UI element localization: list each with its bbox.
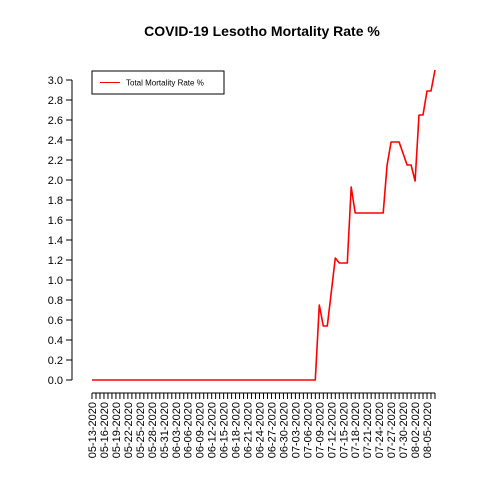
y-tick-label: 2.2 — [48, 155, 63, 167]
y-tick-label: 1.0 — [48, 275, 63, 287]
x-tick-label: 07-03-2020 — [290, 402, 302, 458]
x-tick-label: 06-21-2020 — [243, 402, 255, 458]
x-tick-label: 06-09-2020 — [195, 402, 207, 458]
x-tick-label: 07-09-2020 — [314, 402, 326, 458]
y-tick-label: 2.8 — [48, 95, 63, 107]
x-tick-label: 06-12-2020 — [207, 402, 219, 458]
y-tick-label: 0.4 — [48, 335, 63, 347]
series-layer — [92, 69, 436, 381]
x-tick-label: 07-30-2020 — [398, 402, 410, 458]
y-tick-label: 2.6 — [48, 115, 63, 127]
y-tick-label: 1.8 — [48, 195, 63, 207]
x-tick-label: 05-25-2020 — [135, 402, 147, 458]
x-tick-label: 05-31-2020 — [159, 402, 171, 458]
y-tick-label: 1.2 — [48, 255, 63, 267]
x-tick-label: 06-03-2020 — [171, 402, 183, 458]
x-tick-label: 06-15-2020 — [219, 402, 231, 458]
x-tick-label: 07-12-2020 — [326, 402, 338, 458]
y-tick-label: 1.4 — [48, 235, 63, 247]
y-axis: 0.0 0.2 0.4 0.6 0.8 1.0 1.2 1.4 1.6 1.8 2.0 2.2 2.4 2… — [48, 75, 73, 387]
x-tick-label: 05-19-2020 — [111, 402, 123, 458]
x-tick-label: 06-06-2020 — [183, 402, 195, 458]
x-tick-label: 07-06-2020 — [302, 402, 314, 458]
x-tick-label: 05-28-2020 — [147, 402, 159, 458]
x-tick-label: 06-27-2020 — [266, 402, 278, 458]
x-tick-label: 07-21-2020 — [362, 402, 374, 458]
y-tick-label: 0.2 — [48, 355, 63, 367]
x-tick-label: 06-18-2020 — [231, 402, 243, 458]
x-tick-label: 05-16-2020 — [99, 402, 111, 458]
x-tick-label: 07-18-2020 — [350, 402, 362, 458]
x-tick-label: 08-05-2020 — [422, 402, 434, 458]
x-tick-label: 07-24-2020 — [374, 402, 386, 458]
series-line-total-mortality-rate — [92, 69, 436, 381]
x-tick-label: 06-24-2020 — [255, 402, 267, 458]
x-tick-label: 08-02-2020 — [410, 402, 422, 458]
legend: Total Mortality Rate % — [91, 70, 225, 95]
y-tick-label: 2.4 — [48, 135, 63, 147]
x-tick-label: 07-27-2020 — [386, 402, 398, 458]
y-tick-label: 3.0 — [48, 75, 63, 87]
y-tick-label: 1.6 — [48, 215, 63, 227]
y-tick-label: 0.6 — [48, 315, 63, 327]
x-tick-label: 06-30-2020 — [278, 402, 290, 458]
x-axis: 05-13-2020 05-16-2020 05-19-2020 05-22-2020… — [87, 392, 436, 458]
x-tick-label: 05-22-2020 — [123, 402, 135, 458]
y-tick-label: 0.8 — [48, 295, 63, 307]
legend-label: Total Mortality Rate % — [126, 79, 204, 88]
chart-title: COVID-19 Lesotho Mortality Rate % — [144, 23, 380, 39]
legend-box — [91, 70, 225, 95]
x-tick-label: 05-13-2020 — [87, 402, 99, 458]
y-tick-label: 0.0 — [48, 375, 63, 387]
x-tick-label: 07-15-2020 — [338, 402, 350, 458]
y-tick-label: 2.0 — [48, 175, 63, 187]
